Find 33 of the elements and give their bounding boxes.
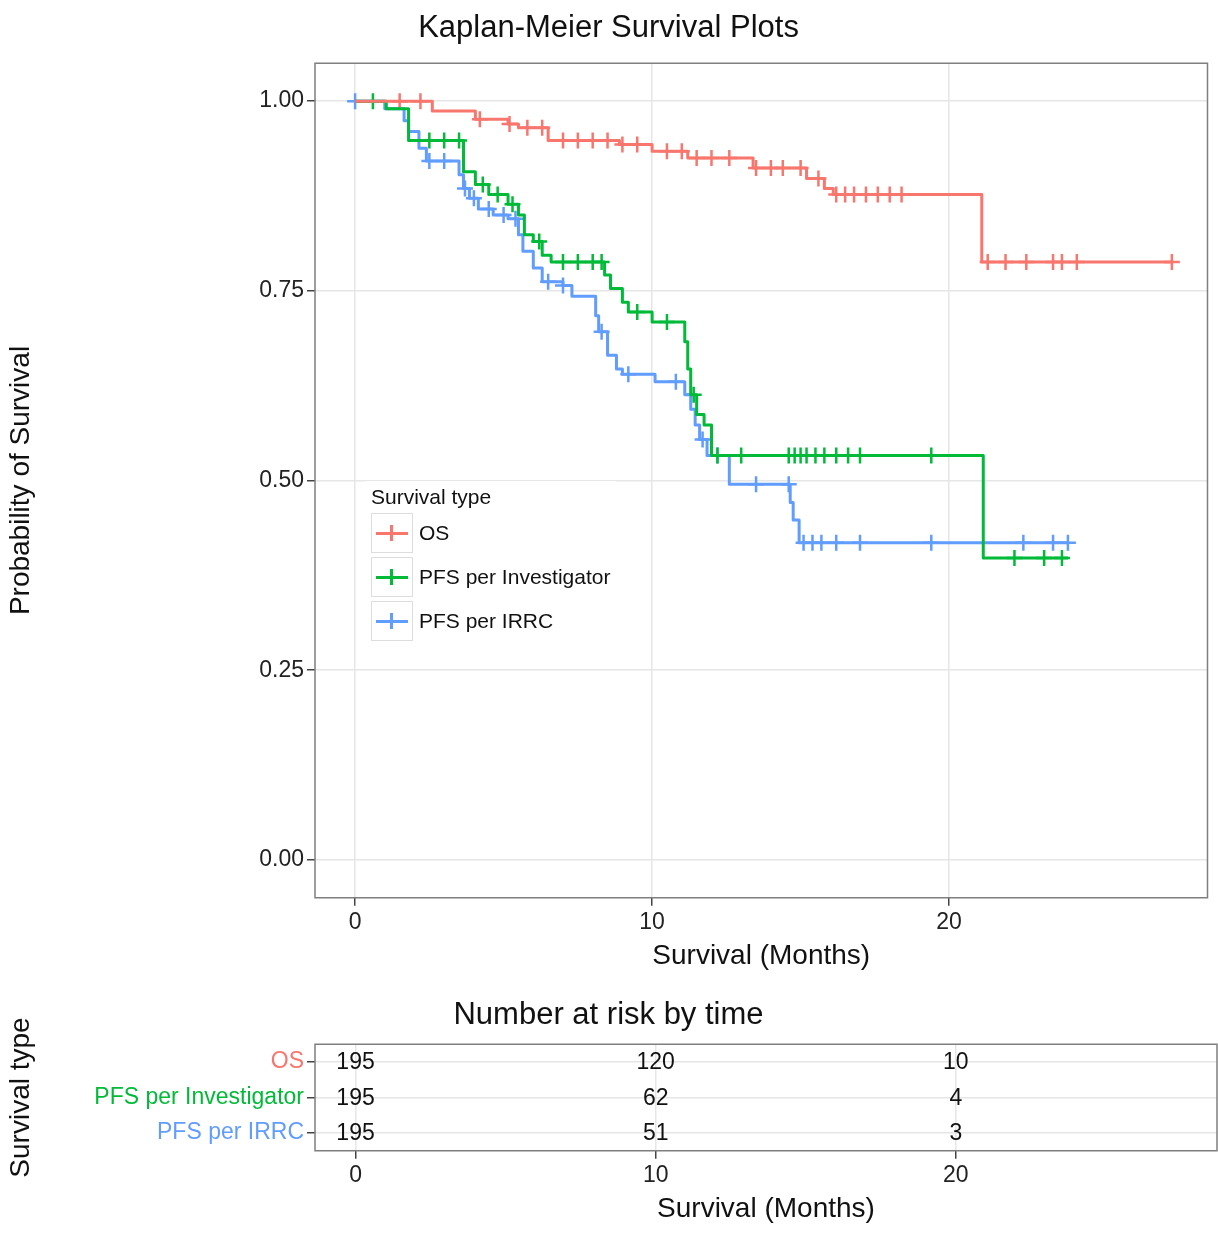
legend-label: OS [419, 520, 450, 545]
data-label: 10 [943, 1048, 969, 1075]
y-tick-label: 0.25 [259, 655, 304, 682]
x-axis-title: Survival (Months) [657, 1191, 875, 1223]
x-tick-label: 20 [943, 1160, 969, 1187]
x-axis-title: Survival (Months) [652, 938, 871, 970]
chart-title: Number at risk by time [453, 996, 764, 1032]
data-label: 195 [336, 1119, 375, 1146]
x-tick-label: 10 [642, 1160, 669, 1187]
chart-title: Kaplan-Meier Survival Plots [418, 9, 799, 45]
y-tick-label: PFS per IRRC [157, 1118, 304, 1145]
y-tick-label: 0.00 [259, 845, 304, 872]
y-axis-title: Probability of Survival [3, 345, 35, 616]
x-tick-label: 0 [349, 1160, 362, 1187]
data-label: 195 [336, 1048, 375, 1075]
data-label: 51 [642, 1119, 669, 1146]
data-label: 4 [949, 1083, 963, 1110]
data-label: 62 [642, 1083, 669, 1110]
legend-label: PFS per IRRC [419, 608, 554, 633]
legend-label: PFS per Investigator [419, 564, 611, 589]
y-tick-label: 0.75 [259, 276, 304, 303]
x-tick-label: 10 [639, 907, 665, 934]
data-label: 120 [636, 1048, 675, 1075]
y-tick-label: 0.50 [259, 465, 304, 492]
y-tick-label: OS [270, 1047, 304, 1074]
x-tick-label: 20 [936, 907, 962, 934]
data-label: 3 [949, 1119, 963, 1146]
x-tick-label: 0 [348, 907, 362, 934]
legend-title: Survival type [371, 484, 493, 509]
y-axis-title: Survival type [3, 1017, 35, 1178]
data-label: 195 [336, 1083, 375, 1110]
y-tick-label: PFS per Investigator [94, 1082, 305, 1109]
y-tick-label: 1.00 [259, 86, 304, 113]
